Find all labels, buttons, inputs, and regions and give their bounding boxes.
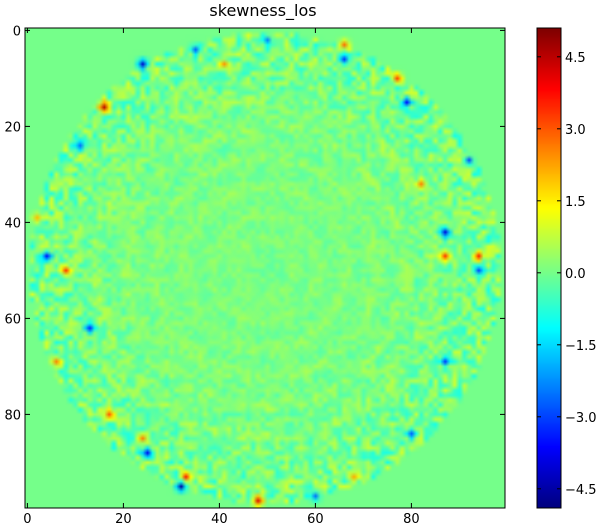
chart-title: skewness_los xyxy=(209,1,316,21)
colorbar-tick-label: 1.5 xyxy=(565,195,586,210)
colorbar-tick-label: 4.5 xyxy=(565,51,586,66)
colorbar-tick-label: −4.5 xyxy=(565,483,597,498)
colorbar-frame xyxy=(536,27,562,509)
colorbar-image xyxy=(537,28,561,508)
colorbar-tick-label: 0.0 xyxy=(565,267,586,282)
x-tick-label: 80 xyxy=(403,512,420,524)
y-axis: 0 20 40 60 80 xyxy=(4,24,505,423)
y-tick-label: 80 xyxy=(4,408,21,423)
x-tick-label: 40 xyxy=(211,512,228,524)
y-tick-label: 40 xyxy=(4,216,21,231)
colorbar-tick-label: −3.0 xyxy=(565,411,597,426)
colorbar-axis: −4.5 −3.0 −1.5 0.0 1.5 3.0 4.5 xyxy=(537,51,597,498)
x-tick-label: 20 xyxy=(115,512,132,524)
x-tick-label: 60 xyxy=(307,512,324,524)
y-tick-label: 60 xyxy=(4,312,21,327)
y-tick-label: 20 xyxy=(4,120,21,135)
y-tick-label: 0 xyxy=(13,24,21,39)
x-axis: 0 20 40 60 80 xyxy=(23,28,420,524)
colorbar-tick-label: −1.5 xyxy=(565,339,597,354)
colorbar-tick-label: 3.0 xyxy=(565,123,586,138)
plot-frame xyxy=(24,27,506,509)
heatmap-image xyxy=(25,28,505,508)
x-tick-label: 0 xyxy=(23,512,31,524)
